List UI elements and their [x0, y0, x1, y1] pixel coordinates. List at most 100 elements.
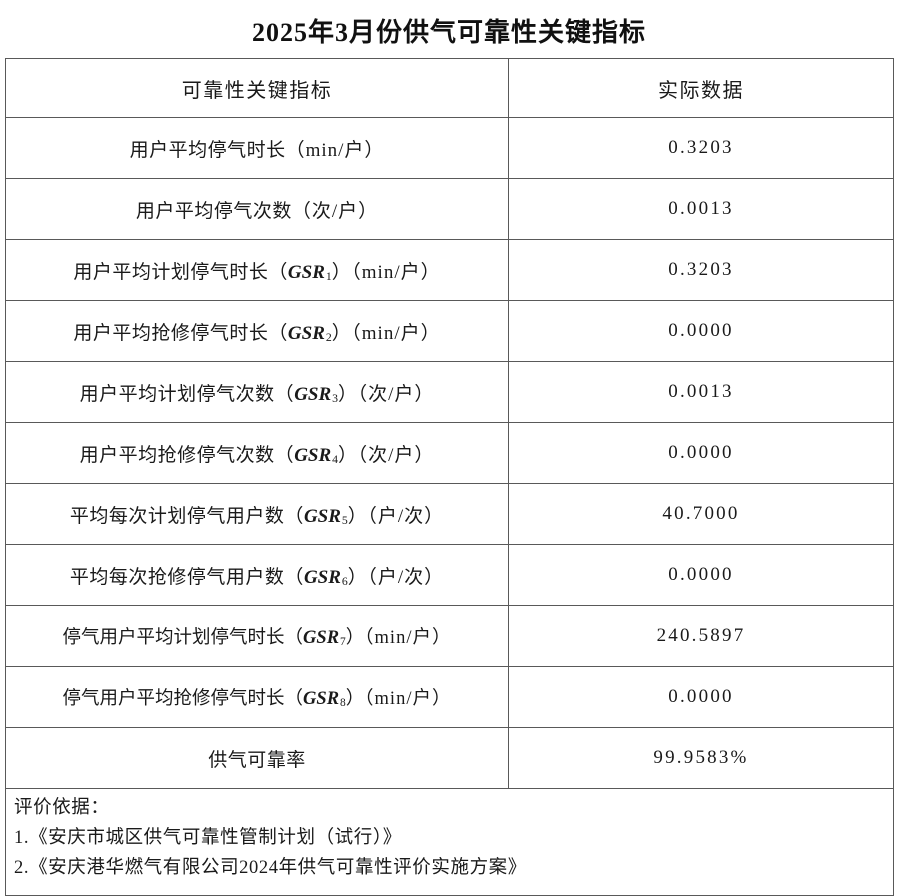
table-row: 用户平均抢修停气次数（GSR4）（次/户） 0.0000 — [5, 422, 894, 484]
gsr-open-paren: （ — [284, 628, 304, 648]
table-header-row: 可靠性关键指标 实际数据 — [5, 58, 894, 118]
indicator-label-cell: 用户平均停气次数（次/户） — [5, 178, 509, 240]
gsr-code: GSR — [294, 444, 332, 466]
gsr-code: GSR — [303, 628, 340, 648]
indicator-value-cell: 0.0013 — [508, 361, 894, 423]
table-row: 平均每次抢修停气用户数（GSR6）（户/次） 0.0000 — [5, 544, 894, 606]
indicator-label-cell: 平均每次计划停气用户数（GSR5）（户/次） — [5, 483, 509, 545]
gsr-code: GSR — [287, 322, 325, 344]
gsr-open-paren: （ — [284, 566, 304, 588]
gsr-close-paren: ） — [347, 566, 368, 588]
table-row: 用户平均计划停气时长（GSR1）（min/户） 0.3203 — [5, 239, 894, 301]
indicator-value-cell: 0.3203 — [508, 117, 894, 179]
table-notes-row: 评价依据： 1.《安庆市城区供气可靠性管制计划（试行）》 2.《安庆港华燃气有限… — [5, 788, 894, 896]
gsr-subscript: 1 — [325, 269, 332, 283]
indicator-value-cell: 0.0000 — [508, 300, 894, 362]
gsr-token: GSR3 — [294, 384, 338, 405]
indicator-unit-text: （min/户） — [351, 322, 441, 344]
gsr-token: GSR4 — [294, 445, 338, 466]
table-row: 用户平均停气时长（min/户） 0.3203 — [5, 117, 894, 179]
indicator-label-text: 停气用户平均计划停气时长 — [62, 628, 285, 648]
indicator-label-cell: 用户平均计划停气时长（GSR1）（min/户） — [5, 239, 509, 301]
gsr-open-paren: （ — [274, 444, 295, 466]
indicator-value-cell: 40.7000 — [508, 483, 894, 545]
indicator-value-cell: 240.5897 — [508, 605, 894, 667]
notes-line-2: 2.《安庆港华燃气有限公司2024年供气可靠性评价实施方案》 — [14, 858, 527, 878]
column-header-indicator: 可靠性关键指标 — [5, 58, 509, 118]
gsr-subscript: 8 — [340, 697, 346, 710]
gsr-token: GSR1 — [288, 262, 332, 283]
indicator-unit-text: （min/户） — [364, 628, 452, 648]
indicator-unit-text: （次/户） — [291, 200, 379, 222]
table-row: 用户平均计划停气次数（GSR3）（次/户） 0.0013 — [5, 361, 894, 423]
indicator-label-cell: 用户平均抢修停气时长（GSR2）（min/户） — [5, 300, 509, 362]
indicator-label-cell: 平均每次抢修停气用户数（GSR6）（户/次） — [5, 544, 509, 606]
notes-heading: 评价依据： — [14, 798, 110, 818]
gsr-code: GSR — [303, 566, 341, 588]
indicator-label-cell: 用户平均抢修停气次数（GSR4）（次/户） — [5, 422, 509, 484]
gsr-code: GSR — [287, 261, 325, 283]
gsr-open-paren: （ — [268, 261, 288, 283]
indicator-label-text: 平均每次抢修停气用户数 — [69, 566, 285, 588]
gsr-close-paren: ） — [345, 628, 365, 648]
gsr-code: GSR — [303, 689, 340, 709]
reliability-indicator-table: 可靠性关键指标 实际数据 用户平均停气时长（min/户） 0.3203 用户平均… — [5, 58, 894, 896]
gsr-subscript: 2 — [325, 330, 332, 344]
indicator-label-cell: 供气可靠率 — [5, 727, 509, 789]
table-body: 可靠性关键指标 实际数据 用户平均停气时长（min/户） 0.3203 用户平均… — [5, 58, 894, 896]
table-row: 平均每次计划停气用户数（GSR5）（户/次） 40.7000 — [5, 483, 894, 545]
indicator-value-cell: 99.9583% — [508, 727, 894, 789]
gsr-subscript: 4 — [332, 452, 339, 466]
gsr-token: GSR6 — [304, 567, 348, 588]
table-row: 用户平均抢修停气时长（GSR2）（min/户） 0.0000 — [5, 300, 894, 362]
gsr-close-paren: ） — [338, 444, 358, 466]
indicator-label-text: 用户平均计划停气次数 — [79, 383, 275, 405]
indicator-value-cell: 0.0013 — [508, 178, 894, 240]
gsr-token: GSR2 — [288, 323, 332, 344]
gsr-close-paren: ） — [347, 505, 368, 527]
gsr-close-paren: ） — [338, 383, 358, 405]
indicator-label-text: 平均每次计划停气用户数 — [69, 505, 285, 527]
indicator-unit-text: （min/户） — [351, 261, 441, 283]
gsr-subscript: 6 — [341, 574, 348, 588]
gsr-code: GSR — [294, 383, 332, 405]
indicator-label-cell: 停气用户平均计划停气时长（GSR7）（min/户） — [5, 605, 509, 667]
indicator-label-text: 用户平均停气次数 — [135, 200, 292, 222]
table-row: 供气可靠率 99.9583% — [5, 727, 894, 789]
gsr-subscript: 5 — [341, 513, 348, 527]
indicator-value-cell: 0.3203 — [508, 239, 894, 301]
indicator-label-cell: 停气用户平均抢修停气时长（GSR8）（min/户） — [5, 666, 509, 728]
indicator-label-text: 用户平均停气时长 — [129, 139, 286, 161]
indicator-label-text: 用户平均抢修停气时长 — [73, 322, 269, 344]
indicator-value-cell: 0.0000 — [508, 666, 894, 728]
evaluation-basis-cell: 评价依据： 1.《安庆市城区供气可靠性管制计划（试行）》 2.《安庆港华燃气有限… — [5, 788, 894, 896]
gsr-open-paren: （ — [268, 322, 288, 344]
indicator-value-cell: 0.0000 — [508, 544, 894, 606]
gsr-close-paren: ） — [331, 322, 352, 344]
gsr-token: GSR5 — [304, 506, 348, 527]
gsr-close-paren: ） — [345, 689, 365, 709]
gsr-close-paren: ） — [331, 261, 352, 283]
indicator-unit-text: （min/户） — [285, 139, 385, 161]
column-header-value: 实际数据 — [508, 58, 894, 118]
indicator-label-cell: 用户平均计划停气次数（GSR3）（次/户） — [5, 361, 509, 423]
indicator-label-text: 停气用户平均抢修停气时长 — [62, 689, 285, 709]
indicator-unit-text: （min/户） — [364, 689, 452, 709]
indicator-unit-text: （户/次） — [367, 566, 445, 588]
notes-line-1: 1.《安庆市城区供气可靠性管制计划（试行）》 — [14, 828, 402, 848]
table-row: 用户平均停气次数（次/户） 0.0013 — [5, 178, 894, 240]
gsr-code: GSR — [303, 505, 341, 527]
gsr-open-paren: （ — [284, 505, 304, 527]
gsr-subscript: 3 — [332, 391, 339, 405]
gsr-subscript: 7 — [340, 636, 346, 649]
gsr-token: GSR7 — [303, 628, 346, 648]
indicator-label-text: 用户平均计划停气时长 — [73, 261, 269, 283]
indicator-unit-text: （次/户） — [357, 383, 435, 405]
gsr-token: GSR8 — [303, 689, 346, 709]
table-row: 停气用户平均计划停气时长（GSR7）（min/户） 240.5897 — [5, 605, 894, 667]
page-title: 2025年3月份供气可靠性关键指标 — [251, 18, 646, 47]
indicator-label-text: 用户平均抢修停气次数 — [79, 444, 275, 466]
indicator-unit-text: （户/次） — [367, 505, 445, 527]
indicator-unit-text: （次/户） — [357, 444, 435, 466]
